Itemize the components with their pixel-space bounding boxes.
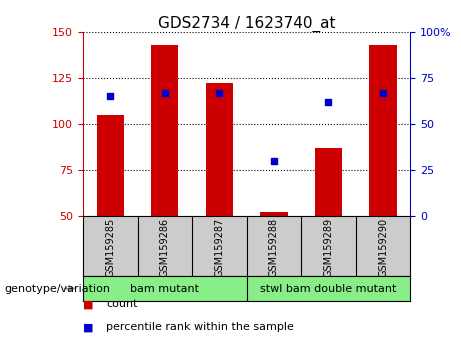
Text: percentile rank within the sample: percentile rank within the sample: [106, 322, 294, 332]
Text: GSM159286: GSM159286: [160, 218, 170, 277]
Bar: [315, 148, 342, 216]
Point: [270, 158, 278, 164]
Point: [325, 99, 332, 105]
Text: stwl bam double mutant: stwl bam double mutant: [260, 284, 396, 293]
Bar: [260, 212, 288, 216]
Text: ■: ■: [83, 322, 94, 332]
Text: GSM159285: GSM159285: [105, 218, 115, 277]
Text: bam mutant: bam mutant: [130, 284, 199, 293]
Title: GDS2734 / 1623740_at: GDS2734 / 1623740_at: [158, 16, 336, 32]
Bar: [369, 45, 396, 216]
FancyArrowPatch shape: [65, 286, 74, 291]
Text: ■: ■: [83, 299, 94, 309]
Text: GSM159289: GSM159289: [324, 218, 333, 277]
Text: count: count: [106, 299, 137, 309]
Bar: [97, 115, 124, 216]
Point: [161, 90, 168, 96]
Text: genotype/variation: genotype/variation: [5, 284, 111, 293]
Point: [379, 90, 387, 96]
Text: GSM159290: GSM159290: [378, 218, 388, 277]
Point: [106, 93, 114, 99]
Text: GSM159288: GSM159288: [269, 218, 279, 277]
Bar: [151, 45, 178, 216]
Point: [216, 90, 223, 96]
Text: GSM159287: GSM159287: [214, 218, 225, 277]
Bar: [206, 84, 233, 216]
